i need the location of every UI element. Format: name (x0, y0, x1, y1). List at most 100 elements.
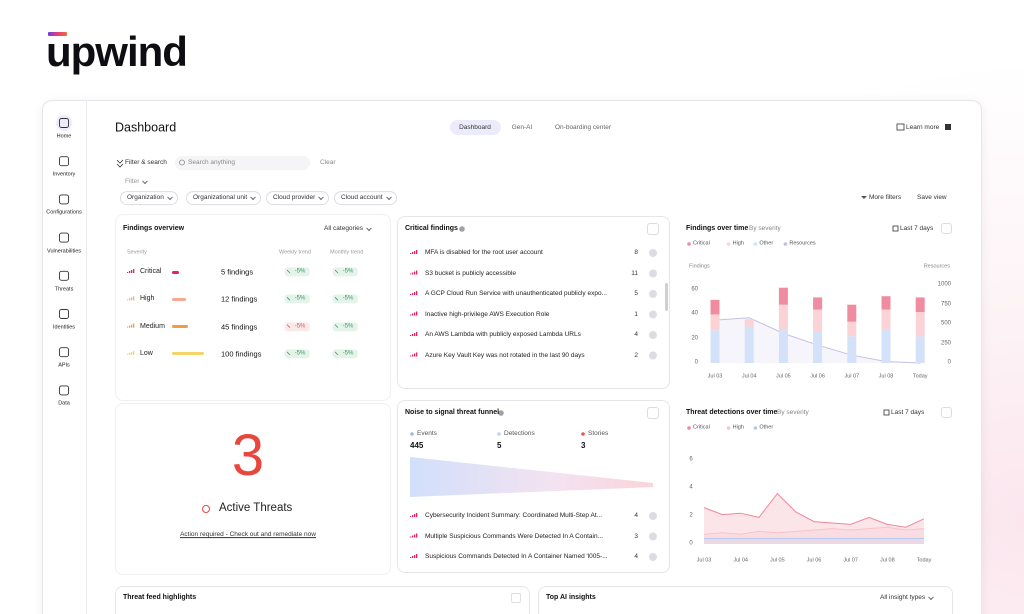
category-select[interactable]: All categories (324, 223, 376, 235)
bar-segment (813, 309, 823, 332)
tab[interactable]: Gen-AI (511, 123, 533, 131)
x-tick-label: Jul 07 (843, 557, 858, 564)
trend-arrow (286, 297, 291, 301)
item-icon (649, 290, 657, 298)
learn-icon (896, 123, 905, 131)
x-tick-label: Jul 05 (769, 557, 785, 564)
severity-icon (414, 555, 416, 558)
ai-insights-card (538, 586, 953, 614)
y-tick-label: 0 (689, 540, 693, 547)
item-text[interactable]: S3 bucket is publicly accessible (425, 269, 517, 277)
card (397, 216, 670, 389)
bar-segment (710, 330, 720, 363)
nav-label[interactable]: Threats (54, 286, 74, 293)
severity-icon (416, 352, 418, 357)
x-tick-label: Jul 08 (879, 557, 895, 564)
card-menu[interactable] (647, 223, 659, 235)
search-icon (179, 159, 185, 166)
logo-mark (48, 32, 67, 36)
bar-segment (847, 321, 857, 337)
bar-segment (847, 304, 857, 322)
learn-more[interactable]: Learn more (906, 123, 940, 131)
expand-button[interactable] (941, 223, 952, 234)
bar-segment (847, 336, 857, 363)
remediate-link[interactable]: Action required - Check out and remediat… (180, 531, 316, 539)
item-count: 1 (634, 310, 638, 318)
search-placeholder: Search anything (188, 159, 235, 167)
y2-tick-label: 250 (940, 339, 951, 346)
nav-label[interactable]: Identities (52, 324, 76, 331)
severity-bar (172, 352, 204, 356)
severity-label: High (140, 295, 155, 303)
nav-label[interactable]: Inventory (52, 171, 76, 178)
y2-tick-label: 1000 (937, 281, 951, 288)
bar-segment (813, 297, 823, 310)
dropdown[interactable]: Organization (120, 191, 178, 205)
tab[interactable]: On-boarding center (554, 123, 612, 131)
nav-label[interactable]: Configurations (46, 210, 82, 217)
page-title: Dashboard (115, 120, 177, 135)
card-menu[interactable] (647, 407, 659, 419)
chart-title: Threat detections over time (686, 408, 778, 416)
dropdown[interactable]: Cloud provider (266, 191, 330, 205)
item-text[interactable]: An AWS Lambda with publicly exposed Lamb… (425, 331, 581, 339)
bar-segment (915, 312, 925, 337)
sidebar (42, 100, 87, 614)
severity-icon (410, 273, 412, 275)
nav-label[interactable]: Home (56, 133, 72, 140)
severity-icon (129, 352, 131, 355)
threat-icon (202, 505, 210, 513)
item-text[interactable]: Cybersecurity Incident Summary: Coordina… (425, 512, 603, 520)
bar-segment (881, 296, 891, 310)
item-text[interactable]: Suspicious Commands Detected In A Contai… (425, 553, 608, 561)
save-view[interactable]: Save view (917, 194, 947, 202)
legend-label: High (732, 424, 744, 431)
clear-button[interactable]: Clear (320, 159, 336, 167)
nav-label[interactable]: Data (58, 401, 70, 408)
nav-label[interactable]: Vulnerabilities (46, 248, 82, 255)
filter-toggle[interactable]: Filter (125, 176, 152, 188)
range-select[interactable]: Last 7 days (900, 225, 934, 233)
line (703, 492, 925, 528)
item-text[interactable]: A GCP Cloud Run Service with unauthentic… (425, 290, 607, 298)
item-count: 5 (634, 290, 638, 298)
legend-dot (753, 426, 758, 430)
item-text[interactable]: Multiple Suspicious Commands Were Detect… (425, 532, 603, 540)
calendar-icon (883, 409, 890, 416)
info-icon (498, 410, 504, 416)
legend-label: High (732, 240, 744, 247)
card-menu[interactable] (511, 593, 521, 603)
item-text[interactable]: Azure Key Vault Key was not rotated in t… (425, 351, 585, 359)
severity-icon (414, 271, 416, 275)
item-text[interactable]: Inactive high-privilege AWS Execution Ro… (425, 310, 550, 318)
tab[interactable]: Dashboard (459, 123, 491, 131)
trend-arrow (286, 351, 291, 356)
severity-icon (410, 557, 412, 558)
expand-button[interactable] (941, 407, 952, 418)
filter-icon (116, 159, 124, 168)
bar-segment (778, 329, 788, 363)
logo: upwind (46, 27, 188, 75)
nav-label[interactable]: APIs (58, 362, 70, 369)
y-tick-label: 2 (689, 512, 693, 519)
axis-title: Resources (923, 263, 950, 270)
more-filters[interactable]: More filters (869, 194, 902, 202)
x-tick-label: Jul 06 (810, 373, 825, 380)
search-box[interactable] (175, 156, 310, 170)
severity-icon (416, 533, 418, 538)
scrollbar (665, 283, 668, 311)
range-select[interactable]: Last 7 days (891, 409, 925, 417)
chart-subtitle: By severity (777, 409, 809, 417)
severity-icon (416, 291, 418, 295)
insight-select[interactable]: All insight types (880, 592, 938, 604)
line (703, 526, 925, 535)
trend-pill: -5% (284, 349, 310, 359)
legend-dot (753, 242, 758, 246)
item-text[interactable]: MFA is disabled for the root user accoun… (425, 249, 543, 257)
dropdown[interactable]: Cloud account (334, 191, 397, 205)
filter-search[interactable]: Filter & search (125, 159, 167, 167)
dropdown[interactable]: Organizational unit (186, 191, 262, 205)
nav-icon (59, 156, 69, 167)
more-filters-icon (861, 196, 867, 199)
